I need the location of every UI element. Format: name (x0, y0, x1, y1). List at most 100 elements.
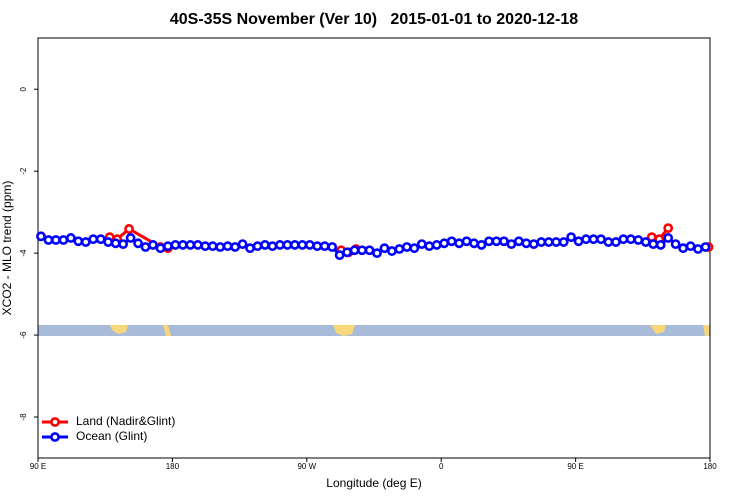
point (409, 243, 420, 254)
point (65, 233, 76, 243)
point (133, 238, 143, 249)
point (484, 236, 494, 247)
point (581, 234, 591, 245)
point (618, 234, 629, 245)
point (43, 235, 54, 245)
point (588, 234, 599, 245)
point (36, 231, 46, 242)
point (693, 244, 703, 254)
ocean-strip (38, 325, 710, 336)
point (499, 236, 509, 247)
point (267, 241, 278, 252)
x-axis-label: Longitude (deg E) (326, 476, 421, 490)
y-tick-label: -8 (19, 413, 28, 421)
point (633, 235, 644, 245)
point (80, 237, 91, 247)
point (125, 233, 136, 243)
point (349, 245, 360, 256)
y-tick-label: -6 (19, 331, 28, 339)
x-tick-label: 90 W (297, 462, 316, 471)
point (110, 238, 121, 249)
point (230, 242, 241, 252)
point (215, 242, 226, 252)
point (372, 248, 382, 259)
point (685, 241, 696, 252)
legend-marker (50, 417, 60, 427)
chart-title: 40S-35S November (Ver 10) 2015-01-01 to … (170, 11, 578, 28)
point (439, 238, 450, 249)
x-tick-label: 90 E (567, 462, 583, 471)
point (95, 234, 106, 245)
land-shape (110, 325, 128, 334)
point (304, 240, 315, 250)
point (342, 247, 353, 258)
point (431, 240, 442, 250)
point (454, 238, 465, 249)
point (394, 244, 405, 254)
x-tick-label: 180 (166, 462, 180, 471)
point (357, 245, 367, 256)
point (222, 241, 233, 252)
point (446, 236, 457, 247)
point (513, 236, 524, 247)
point (469, 238, 479, 249)
point (289, 240, 300, 250)
point (282, 240, 293, 250)
point (260, 240, 270, 250)
point (245, 243, 255, 254)
point (461, 236, 472, 247)
point (700, 242, 711, 252)
point (170, 240, 181, 250)
point (163, 241, 173, 252)
land-shape (650, 325, 666, 334)
point (177, 240, 188, 250)
map-strip (38, 325, 710, 336)
point (663, 233, 674, 243)
x-tick-label: 90 E (30, 462, 46, 471)
point (252, 241, 263, 252)
point (387, 246, 397, 256)
point (327, 242, 338, 252)
point (611, 237, 621, 247)
y-tick-label: -4 (19, 249, 28, 257)
x-tick-label: 180 (703, 462, 717, 471)
point (543, 237, 554, 247)
point (148, 240, 158, 250)
point (140, 242, 151, 252)
point (379, 243, 390, 254)
point (401, 242, 412, 252)
point (521, 238, 532, 249)
point (275, 240, 285, 250)
point (536, 237, 547, 247)
point (491, 236, 502, 247)
point (237, 239, 248, 250)
point (558, 237, 569, 247)
point (566, 232, 577, 243)
point (573, 236, 584, 247)
point (334, 250, 345, 261)
point (625, 234, 636, 245)
point (648, 239, 659, 250)
point (596, 234, 606, 245)
point (424, 241, 435, 252)
y-tick-label: 0 (19, 86, 28, 91)
point (506, 239, 517, 250)
point (640, 237, 651, 247)
legend-label: Land (Nadir&Glint) (76, 414, 175, 428)
land-shape (333, 325, 355, 336)
point (655, 240, 666, 250)
point (670, 239, 681, 250)
point (678, 243, 689, 254)
point (192, 240, 203, 250)
point (185, 240, 196, 250)
point (319, 241, 330, 252)
point (476, 240, 487, 250)
point (603, 237, 614, 247)
point (528, 239, 539, 250)
point (124, 224, 134, 234)
legend-label: Ocean (Glint) (76, 429, 147, 443)
point (416, 239, 427, 250)
point (118, 239, 129, 250)
land-shape (703, 325, 709, 336)
point (364, 245, 375, 256)
